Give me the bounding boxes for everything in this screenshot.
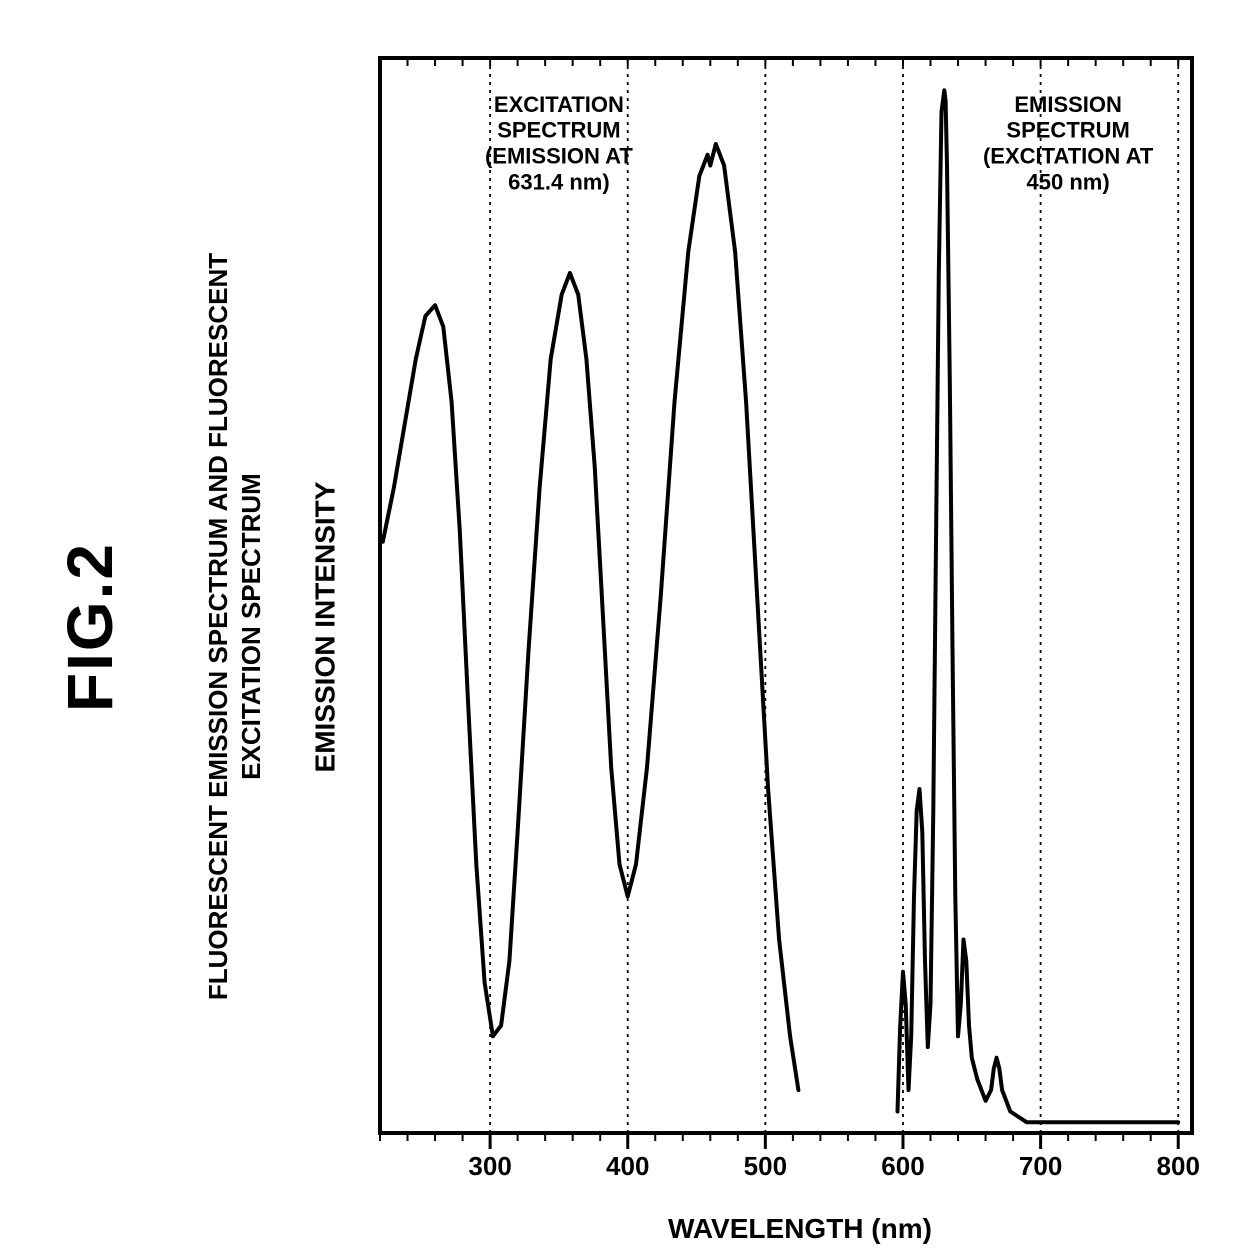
chart-title-line1: FLUORESCENT EMISSION SPECTRUM AND FLUORE… (204, 253, 234, 1000)
spectrum-plot: 300400500600700800EXCITATIONSPECTRUM(EMI… (370, 50, 1200, 1203)
plot-wrapper: 300400500600700800EXCITATIONSPECTRUM(EMI… (360, 0, 1240, 1253)
svg-text:EMISSION: EMISSION (1014, 92, 1122, 117)
svg-text:400: 400 (606, 1151, 649, 1181)
svg-text:(EXCITATION AT: (EXCITATION AT (983, 144, 1154, 169)
svg-text:SPECTRUM: SPECTRUM (1006, 118, 1129, 143)
svg-text:450 nm): 450 nm) (1027, 170, 1110, 195)
chart-title-line2: EXCITATION SPECTRUM (236, 473, 266, 780)
chart-title: FLUORESCENT EMISSION SPECTRUM AND FLUORE… (203, 253, 268, 1000)
svg-text:(EMISSION AT: (EMISSION AT (485, 144, 633, 169)
svg-text:EXCITATION: EXCITATION (494, 92, 624, 117)
page: FIG.2 FLUORESCENT EMISSION SPECTRUM AND … (0, 0, 1240, 1253)
content-column: FLUORESCENT EMISSION SPECTRUM AND FLUORE… (180, 0, 1240, 1253)
svg-text:700: 700 (1019, 1151, 1062, 1181)
chart-title-column: FLUORESCENT EMISSION SPECTRUM AND FLUORE… (180, 0, 290, 1253)
svg-text:SPECTRUM: SPECTRUM (497, 118, 620, 143)
svg-text:631.4 nm): 631.4 nm) (508, 170, 610, 195)
svg-text:800: 800 (1157, 1151, 1200, 1181)
figure-label-column: FIG.2 (0, 0, 180, 1253)
chart-column: 300400500600700800EXCITATIONSPECTRUM(EMI… (360, 0, 1240, 1253)
svg-text:300: 300 (468, 1151, 511, 1181)
x-axis-label: WAVELENGTH (nm) (360, 1213, 1240, 1245)
y-axis-label: EMISSION INTENSITY (309, 481, 341, 772)
svg-text:600: 600 (881, 1151, 924, 1181)
svg-text:500: 500 (744, 1151, 787, 1181)
figure-label: FIG.2 (53, 541, 127, 711)
ylabel-column: EMISSION INTENSITY (290, 0, 360, 1253)
